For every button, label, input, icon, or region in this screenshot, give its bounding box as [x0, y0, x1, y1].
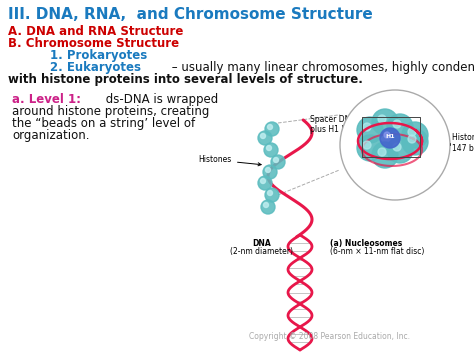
Circle shape — [264, 202, 268, 208]
Circle shape — [267, 191, 273, 196]
Circle shape — [266, 146, 272, 151]
Text: (6-nm × 11-nm flat disc): (6-nm × 11-nm flat disc) — [330, 247, 424, 256]
Text: (2-nm diameter): (2-nm diameter) — [230, 247, 293, 256]
Text: – usually many linear chromosomes, highly condensed: – usually many linear chromosomes, highl… — [168, 61, 474, 74]
Text: H1: H1 — [385, 135, 395, 140]
Circle shape — [372, 142, 398, 168]
Circle shape — [261, 179, 265, 184]
Circle shape — [357, 117, 383, 143]
Circle shape — [387, 114, 413, 140]
Circle shape — [363, 141, 371, 149]
Text: a. Level 1:: a. Level 1: — [12, 93, 81, 106]
Text: around histone proteins, creating: around histone proteins, creating — [12, 105, 210, 118]
Text: with histone proteins into several levels of structure.: with histone proteins into several level… — [8, 73, 363, 86]
Text: III. DNA, RNA,  and Chromosome Structure: III. DNA, RNA, and Chromosome Structure — [8, 7, 373, 22]
Text: ds-DNA is wrapped: ds-DNA is wrapped — [101, 93, 218, 106]
Circle shape — [258, 176, 272, 190]
Circle shape — [378, 148, 386, 156]
Circle shape — [273, 158, 279, 163]
Text: DNA: DNA — [253, 239, 272, 248]
Circle shape — [372, 109, 398, 135]
Circle shape — [261, 200, 275, 214]
Circle shape — [265, 188, 279, 202]
Circle shape — [384, 132, 390, 138]
Circle shape — [261, 133, 265, 138]
Text: A. DNA and RNA Structure: A. DNA and RNA Structure — [8, 25, 183, 38]
Text: (a) Nucleosomes: (a) Nucleosomes — [330, 239, 402, 248]
Circle shape — [408, 135, 416, 143]
Text: Copyright © 2008 Pearson Education, Inc.: Copyright © 2008 Pearson Education, Inc. — [249, 332, 410, 341]
Circle shape — [387, 137, 413, 163]
Circle shape — [265, 122, 279, 136]
Text: the “beads on a string’ level of: the “beads on a string’ level of — [12, 117, 195, 130]
Circle shape — [393, 120, 401, 128]
Text: B. Chromosome Structure: B. Chromosome Structure — [8, 37, 179, 50]
Circle shape — [271, 155, 285, 169]
Text: 2. Eukaryotes: 2. Eukaryotes — [50, 61, 141, 74]
Text: Histones: Histones — [199, 155, 261, 166]
Text: organization.: organization. — [12, 129, 90, 142]
Circle shape — [402, 122, 428, 148]
Circle shape — [267, 125, 273, 130]
Circle shape — [380, 128, 400, 148]
Circle shape — [265, 168, 271, 173]
Circle shape — [357, 135, 383, 161]
Text: 1. Prokaryotes: 1. Prokaryotes — [50, 49, 147, 62]
Circle shape — [393, 143, 401, 151]
Circle shape — [363, 123, 371, 131]
Circle shape — [340, 90, 450, 200]
Circle shape — [378, 115, 386, 123]
Text: Histone octamer plus
147 base pairs of DNA: Histone octamer plus 147 base pairs of D… — [452, 133, 474, 153]
Text: Spacer DNA
plus H1 histone: Spacer DNA plus H1 histone — [310, 115, 370, 135]
Circle shape — [258, 131, 272, 145]
Circle shape — [263, 165, 277, 179]
Circle shape — [408, 128, 416, 136]
Circle shape — [402, 129, 428, 155]
Circle shape — [264, 143, 278, 157]
